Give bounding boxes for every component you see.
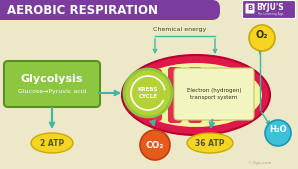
Text: 2 ATP: 2 ATP (40, 139, 64, 148)
FancyBboxPatch shape (243, 1, 296, 18)
FancyBboxPatch shape (208, 69, 222, 121)
Circle shape (140, 130, 170, 160)
FancyBboxPatch shape (188, 67, 202, 123)
Circle shape (249, 25, 275, 51)
Ellipse shape (130, 63, 262, 127)
FancyBboxPatch shape (246, 4, 254, 14)
Ellipse shape (122, 55, 270, 135)
Text: B: B (247, 6, 253, 11)
Text: H₂O: H₂O (269, 126, 287, 135)
FancyBboxPatch shape (168, 67, 182, 123)
Text: AEROBIC RESPIRATION: AEROBIC RESPIRATION (7, 4, 158, 17)
Text: The Learning App: The Learning App (257, 12, 283, 16)
Text: CO₂: CO₂ (146, 140, 164, 150)
Bar (0, 0, 200, 20)
Text: © Byju.com: © Byju.com (248, 161, 271, 165)
Circle shape (124, 69, 172, 117)
Text: 36 ATP: 36 ATP (195, 139, 225, 148)
Circle shape (265, 120, 291, 146)
Ellipse shape (31, 133, 73, 153)
FancyBboxPatch shape (0, 0, 220, 20)
Text: BYJU'S: BYJU'S (256, 4, 284, 13)
Text: KREBS
CYCLE: KREBS CYCLE (138, 87, 158, 99)
FancyBboxPatch shape (4, 61, 100, 107)
FancyBboxPatch shape (148, 69, 162, 121)
Text: Electron (hydrogen)
transport system: Electron (hydrogen) transport system (187, 88, 241, 100)
Text: Glucose→Pyruvic acid: Glucose→Pyruvic acid (18, 90, 86, 94)
Text: Chemical energy: Chemical energy (153, 28, 207, 32)
FancyBboxPatch shape (174, 68, 254, 120)
Text: O₂: O₂ (256, 30, 268, 40)
Ellipse shape (187, 133, 233, 153)
Text: Glycolysis: Glycolysis (21, 74, 83, 84)
